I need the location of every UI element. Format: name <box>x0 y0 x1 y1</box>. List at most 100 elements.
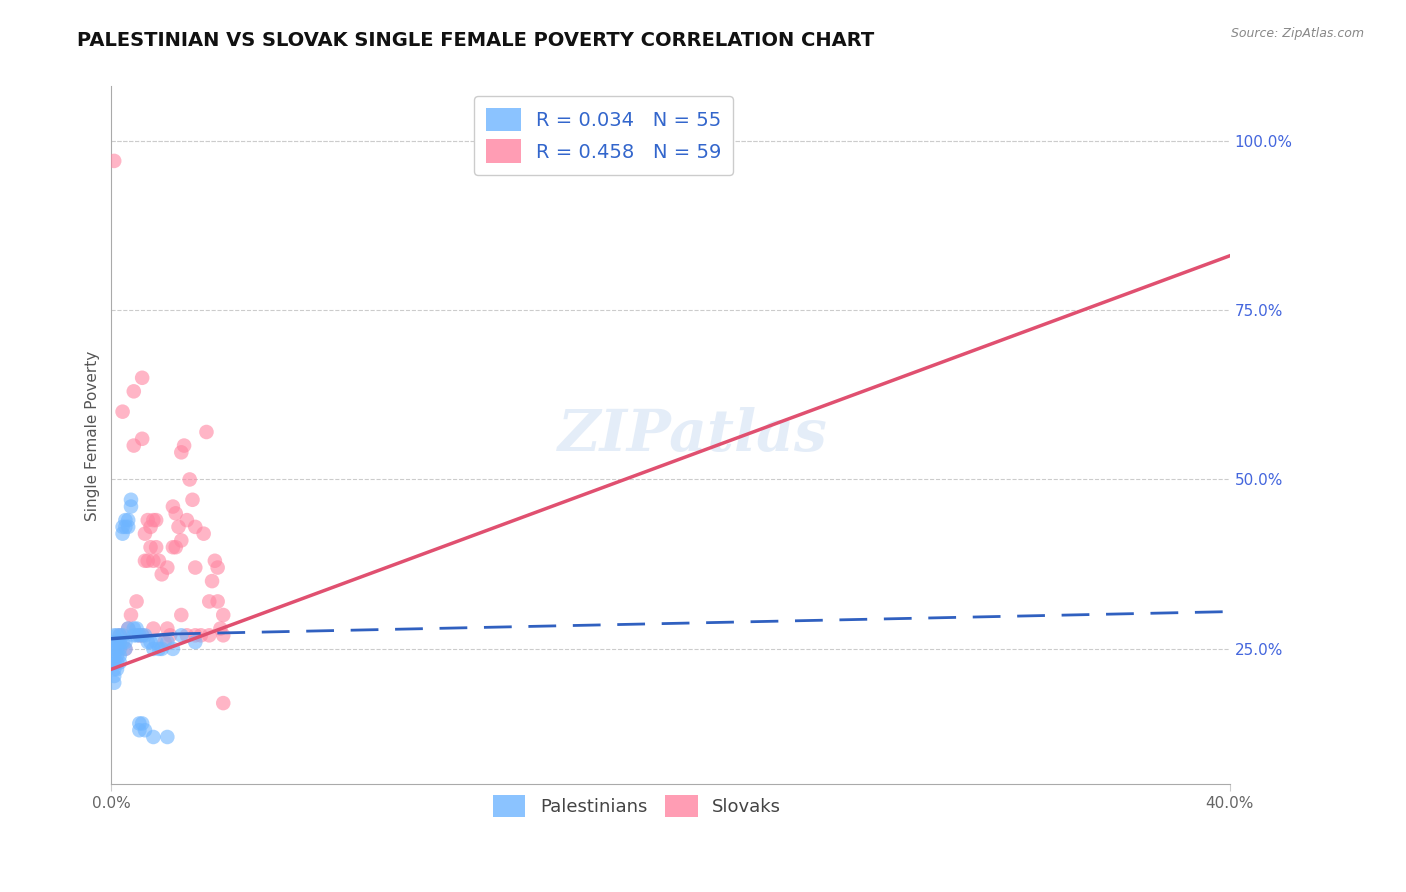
Point <box>212 628 235 642</box>
Point <box>139 635 162 649</box>
Point <box>142 641 165 656</box>
Point <box>134 723 156 738</box>
Point <box>114 635 136 649</box>
Text: ZIPatlas: ZIPatlas <box>558 407 828 464</box>
Point <box>108 628 131 642</box>
Point <box>184 560 207 574</box>
Point <box>148 554 170 568</box>
Point <box>117 622 139 636</box>
Point <box>156 560 179 574</box>
Point <box>148 641 170 656</box>
Point <box>128 716 150 731</box>
Point <box>195 425 218 439</box>
Point <box>162 500 184 514</box>
Point <box>167 520 190 534</box>
Point <box>136 635 159 649</box>
Point <box>212 607 235 622</box>
Point <box>212 696 235 710</box>
Point <box>184 635 207 649</box>
Point <box>156 622 179 636</box>
Point <box>103 662 125 676</box>
Point <box>204 554 226 568</box>
Point <box>162 641 184 656</box>
Point <box>184 520 207 534</box>
Point <box>103 648 125 663</box>
Point <box>114 641 136 656</box>
Point <box>114 641 136 656</box>
Point <box>156 730 179 744</box>
Point <box>114 513 136 527</box>
Point <box>117 622 139 636</box>
Point <box>150 567 173 582</box>
Point <box>145 540 167 554</box>
Point <box>181 492 204 507</box>
Point <box>125 594 148 608</box>
Point <box>103 669 125 683</box>
Point <box>150 641 173 656</box>
Point <box>105 648 128 663</box>
Point <box>162 540 184 554</box>
Point <box>198 628 221 642</box>
Point <box>122 628 145 642</box>
Point <box>128 628 150 642</box>
Point <box>120 492 142 507</box>
Point <box>105 635 128 649</box>
Point <box>131 716 153 731</box>
Point <box>165 506 187 520</box>
Point <box>122 622 145 636</box>
Point <box>114 520 136 534</box>
Point <box>108 648 131 663</box>
Point <box>193 526 215 541</box>
Point <box>142 730 165 744</box>
Point <box>108 635 131 649</box>
Point <box>111 405 134 419</box>
Point <box>136 554 159 568</box>
Point <box>108 656 131 670</box>
Point <box>120 500 142 514</box>
Point <box>139 520 162 534</box>
Point <box>176 628 198 642</box>
Point <box>105 628 128 642</box>
Point <box>170 445 193 459</box>
Point <box>111 526 134 541</box>
Point <box>103 675 125 690</box>
Legend: Palestinians, Slovaks: Palestinians, Slovaks <box>485 788 789 824</box>
Point <box>153 635 176 649</box>
Point <box>125 628 148 642</box>
Point <box>142 513 165 527</box>
Point <box>134 628 156 642</box>
Point <box>105 662 128 676</box>
Point <box>170 533 193 548</box>
Point <box>159 628 181 642</box>
Point <box>179 472 201 486</box>
Point <box>131 432 153 446</box>
Point <box>139 540 162 554</box>
Point <box>156 635 179 649</box>
Point <box>170 607 193 622</box>
Point <box>103 641 125 656</box>
Point <box>128 628 150 642</box>
Point <box>128 723 150 738</box>
Point <box>111 520 134 534</box>
Point <box>207 560 229 574</box>
Point <box>103 628 125 642</box>
Point <box>145 513 167 527</box>
Point <box>108 641 131 656</box>
Point <box>117 520 139 534</box>
Point <box>209 622 232 636</box>
Point <box>108 628 131 642</box>
Point <box>142 554 165 568</box>
Point <box>131 628 153 642</box>
Point <box>117 513 139 527</box>
Point <box>122 384 145 399</box>
Point <box>201 574 224 588</box>
Point <box>145 635 167 649</box>
Point <box>165 540 187 554</box>
Text: PALESTINIAN VS SLOVAK SINGLE FEMALE POVERTY CORRELATION CHART: PALESTINIAN VS SLOVAK SINGLE FEMALE POVE… <box>77 31 875 50</box>
Point <box>184 628 207 642</box>
Point <box>131 371 153 385</box>
Point <box>103 153 125 168</box>
Y-axis label: Single Female Poverty: Single Female Poverty <box>86 351 100 521</box>
Point <box>176 513 198 527</box>
Point <box>122 439 145 453</box>
